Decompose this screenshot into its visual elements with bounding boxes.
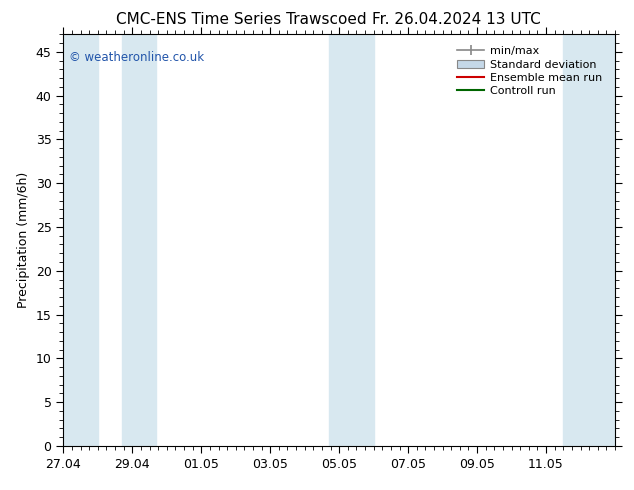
Bar bbox=[563, 34, 615, 446]
Text: © weatheronline.co.uk: © weatheronline.co.uk bbox=[69, 51, 204, 64]
Text: Fr. 26.04.2024 13 UTC: Fr. 26.04.2024 13 UTC bbox=[372, 12, 541, 27]
Legend: min/max, Standard deviation, Ensemble mean run, Controll run: min/max, Standard deviation, Ensemble me… bbox=[452, 42, 607, 101]
Text: CMC-ENS Time Series Trawscoed: CMC-ENS Time Series Trawscoed bbox=[115, 12, 366, 27]
Bar bbox=[63, 34, 98, 446]
Y-axis label: Precipitation (mm/6h): Precipitation (mm/6h) bbox=[17, 172, 30, 308]
Bar bbox=[329, 34, 373, 446]
Bar bbox=[122, 34, 157, 446]
